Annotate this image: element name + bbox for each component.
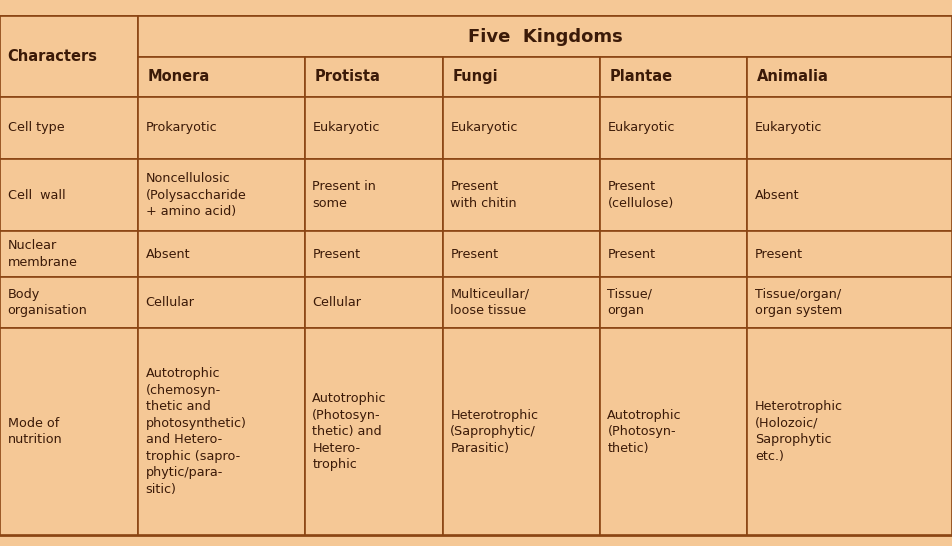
Text: Heterotrophic
(Holozoic/
Saprophytic
etc.): Heterotrophic (Holozoic/ Saprophytic etc… — [755, 400, 843, 463]
Text: Fungi: Fungi — [452, 69, 498, 84]
Text: Mode of
nutrition: Mode of nutrition — [8, 417, 63, 447]
Bar — [0, 277, 138, 328]
Text: Autotrophic
(chemosyn-
thetic and
photosynthetic)
and Hetero-
trophic (sapro-
ph: Autotrophic (chemosyn- thetic and photos… — [146, 367, 247, 496]
Bar — [600, 159, 747, 232]
Text: Present in
some: Present in some — [312, 180, 376, 210]
Text: Plantae: Plantae — [609, 69, 672, 84]
Bar — [600, 232, 747, 277]
Bar — [600, 328, 747, 535]
Bar — [747, 97, 952, 159]
Text: Present: Present — [607, 248, 656, 261]
Text: Present: Present — [312, 248, 361, 261]
Bar — [747, 159, 952, 232]
Bar — [747, 57, 952, 97]
Text: Eukaryotic: Eukaryotic — [607, 121, 675, 134]
Bar — [138, 57, 305, 97]
Text: Prokaryotic: Prokaryotic — [146, 121, 217, 134]
Bar — [0, 232, 138, 277]
Text: Cellular: Cellular — [312, 296, 361, 309]
Text: Multiceullar/
loose tissue: Multiceullar/ loose tissue — [450, 288, 529, 317]
Text: Present
(cellulose): Present (cellulose) — [607, 180, 674, 210]
Bar — [305, 277, 443, 328]
Bar — [138, 97, 305, 159]
Bar — [747, 277, 952, 328]
Bar — [443, 159, 600, 232]
Bar — [305, 328, 443, 535]
Bar — [600, 97, 747, 159]
Bar — [443, 97, 600, 159]
Bar — [138, 277, 305, 328]
Bar — [305, 97, 443, 159]
Bar — [305, 57, 443, 97]
Text: Absent: Absent — [146, 248, 190, 261]
Bar — [747, 232, 952, 277]
Text: Body
organisation: Body organisation — [8, 288, 88, 317]
Text: Eukaryotic: Eukaryotic — [450, 121, 518, 134]
Bar — [305, 232, 443, 277]
Bar — [138, 232, 305, 277]
Text: Characters: Characters — [8, 49, 98, 64]
Text: Autotrophic
(Photosyn-
thetic): Autotrophic (Photosyn- thetic) — [607, 408, 682, 455]
Text: Animalia: Animalia — [757, 69, 828, 84]
Text: Monera: Monera — [148, 69, 209, 84]
Bar — [600, 57, 747, 97]
Text: Protista: Protista — [314, 69, 380, 84]
Bar — [443, 232, 600, 277]
Text: Cell type: Cell type — [8, 121, 64, 134]
Text: Cellular: Cellular — [146, 296, 194, 309]
Bar — [0, 97, 138, 159]
Text: Present: Present — [450, 248, 499, 261]
Text: Eukaryotic: Eukaryotic — [312, 121, 380, 134]
Text: Present: Present — [755, 248, 803, 261]
Text: Cell  wall: Cell wall — [8, 188, 66, 201]
Bar — [0, 16, 138, 97]
Bar — [443, 328, 600, 535]
Text: Heterotrophic
(Saprophytic/
Parasitic): Heterotrophic (Saprophytic/ Parasitic) — [450, 408, 538, 455]
Text: Autotrophic
(Photosyn-
thetic) and
Hetero-
trophic: Autotrophic (Photosyn- thetic) and Heter… — [312, 392, 387, 471]
Text: Noncellulosic
(Polysaccharide
+ amino acid): Noncellulosic (Polysaccharide + amino ac… — [146, 172, 247, 218]
Bar — [600, 277, 747, 328]
Bar — [747, 328, 952, 535]
Bar — [443, 57, 600, 97]
Bar — [138, 16, 952, 57]
Bar — [443, 277, 600, 328]
Bar — [138, 328, 305, 535]
Text: Tissue/organ/
organ system: Tissue/organ/ organ system — [755, 288, 843, 317]
Bar — [305, 159, 443, 232]
Bar — [138, 159, 305, 232]
Bar — [0, 159, 138, 232]
Bar — [0, 328, 138, 535]
Text: Five  Kingdoms: Five Kingdoms — [467, 27, 623, 45]
Text: Tissue/
organ: Tissue/ organ — [607, 288, 652, 317]
Text: Nuclear
membrane: Nuclear membrane — [8, 240, 77, 269]
Text: Absent: Absent — [755, 188, 800, 201]
Text: Present
with chitin: Present with chitin — [450, 180, 517, 210]
Text: Eukaryotic: Eukaryotic — [755, 121, 823, 134]
